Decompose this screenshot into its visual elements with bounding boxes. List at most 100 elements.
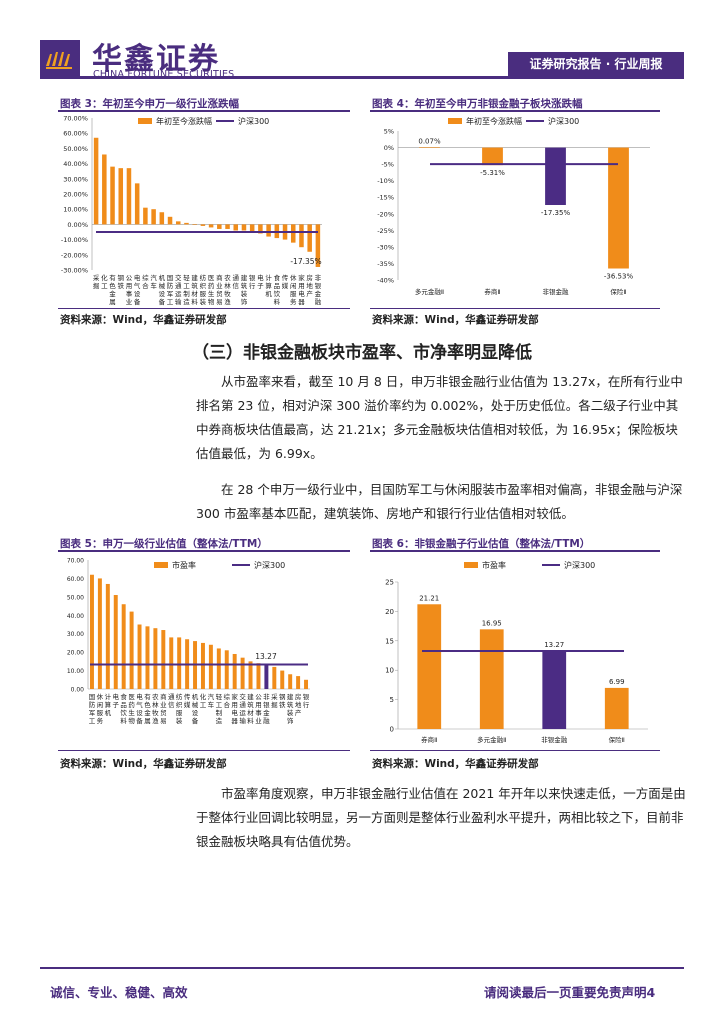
x-tick-label: 信 (168, 700, 175, 709)
x-tick-label: 业 (160, 700, 167, 709)
y-tick-label: -20.00% (61, 251, 88, 259)
x-tick-label: 电 (231, 708, 238, 717)
x-tick-label: 国 (167, 274, 174, 282)
x-tick-label: 造 (183, 297, 190, 306)
x-tick-label: 用 (255, 701, 262, 709)
x-tick-label: 器 (298, 298, 305, 306)
y-tick-label: -5% (381, 161, 394, 169)
x-tick-label: 饰 (241, 297, 248, 306)
data-label: 6.99 (609, 678, 625, 686)
x-tick-label: 轻 (183, 273, 190, 282)
x-tick-label: 机 (105, 708, 112, 717)
x-tick-label: 多元金融Ⅱ (477, 735, 506, 744)
bar (105, 583, 110, 689)
x-tick-label: 银 (303, 692, 310, 701)
bar (232, 653, 237, 689)
y-tick-label: 60.00% (63, 130, 88, 138)
x-tick-label: 林 (224, 281, 231, 290)
x-tick-label: 掘 (93, 281, 100, 290)
y-tick-label: 0.00 (71, 687, 85, 694)
bar (97, 578, 102, 689)
x-tick-label: 有 (109, 273, 116, 282)
legend-swatch-bar (448, 118, 462, 124)
x-tick-label: 电 (136, 692, 143, 701)
brand-name-cn: 华鑫证券 (92, 42, 220, 77)
figure-6-bottom-rule (370, 750, 660, 751)
x-tick-label: 建 (287, 692, 294, 701)
x-tick-label: 产 (295, 708, 302, 717)
x-tick-label: 色 (109, 281, 116, 290)
legend-label: 沪深300 (548, 116, 579, 126)
x-tick-label: 设 (192, 708, 199, 717)
bar (126, 168, 132, 225)
x-tick-label: 药 (128, 700, 135, 709)
bar (167, 216, 173, 225)
x-tick-label: 气 (136, 700, 143, 709)
legend-label: 沪深300 (254, 560, 285, 570)
bar (200, 642, 205, 689)
x-tick-label: 电 (113, 692, 120, 701)
paragraph-2: 在 28 个申万一级行业中，目国防军工与休闲服装市盈率相对偏高，非银金融与沪深 … (196, 482, 683, 521)
x-tick-label: 券商Ⅱ (421, 735, 437, 744)
figure-4-source: 资料来源：Wind，华鑫证券研发部 (372, 314, 539, 326)
x-tick-label: 电 (134, 273, 141, 282)
x-tick-label: 采 (271, 692, 278, 701)
y-tick-label: 10.00% (63, 206, 88, 214)
x-tick-label: 品 (120, 701, 127, 709)
x-tick-label: 工 (200, 701, 207, 709)
y-tick-label: 25 (385, 579, 394, 587)
x-tick-label: 备 (159, 297, 166, 306)
figure-3-chart: 70.00% 60.00% 50.00% 40.00% 30.00% 20.00% 10.0… (61, 115, 322, 306)
x-tick-label: 军 (167, 290, 174, 298)
bar (482, 147, 503, 166)
x-tick-label: 非银金融 (541, 735, 568, 744)
x-tick-label: 防 (167, 281, 174, 290)
x-tick-label: 金 (144, 708, 151, 717)
x-tick-label: 事 (255, 708, 262, 717)
x-tick-label: 服 (200, 290, 207, 298)
x-tick-label: 合 (224, 700, 231, 709)
x-tick-label: 工 (167, 298, 174, 306)
x-tick-label: 车 (150, 281, 157, 290)
y-tick-label: -40% (377, 277, 394, 285)
x-tick-label: 行 (303, 700, 310, 709)
x-tick-label: 设 (136, 708, 143, 717)
legend-label: 沪深300 (564, 560, 595, 570)
x-tick-label: 务 (290, 297, 297, 306)
x-tick-label: 地 (306, 281, 313, 290)
y-tick-label: -15% (377, 194, 394, 202)
figure-3-bottom-rule (58, 308, 350, 309)
x-tick-label: 计 (105, 692, 112, 701)
x-tick-label: 业 (126, 297, 133, 306)
x-tick-label: 饮 (120, 708, 127, 717)
y-tick-label: 20 (385, 608, 394, 616)
bar (208, 644, 213, 689)
x-tick-label: 材 (191, 289, 198, 298)
x-tick-label: 化 (101, 273, 108, 282)
x-tick-label: 属 (109, 298, 116, 306)
figure-5-bottom-rule (58, 750, 350, 751)
x-tick-label: 通 (233, 273, 240, 282)
y-tick-label: 30.00% (63, 175, 88, 183)
y-tick-label: -10.00% (61, 236, 88, 244)
legend-swatch-bar (154, 562, 168, 568)
x-tick-label: 建 (241, 273, 248, 282)
y-tick-label: -10% (377, 177, 394, 185)
bar (299, 224, 304, 248)
x-tick-label: 金 (109, 289, 116, 298)
bar (417, 604, 442, 729)
bar (225, 224, 230, 229)
x-tick-label: 铁 (279, 700, 286, 709)
x-tick-label: 工 (183, 282, 190, 290)
bar (315, 224, 321, 267)
x-tick-label: 业 (216, 281, 223, 290)
x-tick-label: 通 (175, 281, 182, 290)
data-label: 21.21 (419, 594, 439, 602)
x-tick-label: 备 (136, 716, 143, 725)
x-tick-label: 生 (128, 708, 135, 717)
bar (161, 630, 166, 689)
x-tick-label: 备 (134, 297, 141, 306)
y-tick-label: 70.00 (67, 558, 84, 565)
x-tick-label: 料 (274, 297, 281, 306)
x-tick-label: 生 (208, 289, 215, 298)
